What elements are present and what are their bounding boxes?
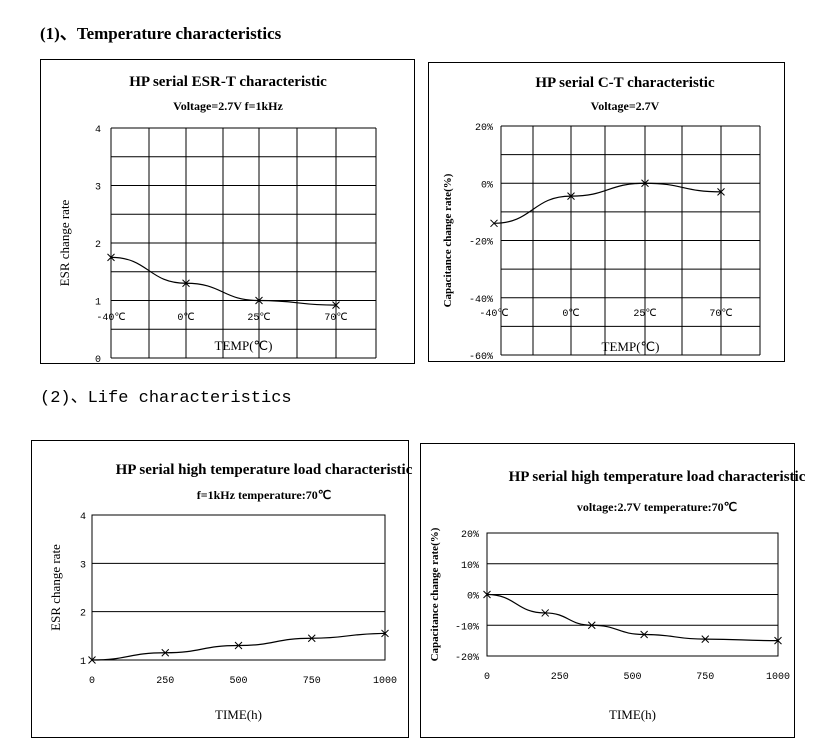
chart-subtitle: Voltage=2.7V: [591, 99, 660, 113]
x-tick-label: 500: [623, 672, 641, 683]
data-point-marker: [255, 296, 263, 305]
x-tick-label: 0: [484, 672, 490, 683]
y-tick-label: 4: [95, 125, 101, 136]
data-point-marker: [774, 636, 782, 645]
section-heading-temperature: (1)、Temperature characteristics: [40, 24, 282, 43]
y-tick-label: -40%: [469, 295, 493, 306]
chart-subtitle: f=1kHz temperature:70℃: [197, 488, 331, 502]
x-tick-label: 70℃: [709, 309, 732, 320]
data-point-marker: [490, 219, 498, 228]
x-axis-label: TEMP(℃): [215, 338, 273, 353]
y-tick-label: 2: [80, 609, 86, 620]
data-point-marker: [701, 635, 710, 643]
x-tick-label: 1000: [766, 672, 790, 683]
y-tick-label: 4: [80, 512, 86, 523]
data-point-marker: [307, 634, 316, 643]
x-axis-label: TIME(h): [609, 707, 656, 722]
data-point-marker: [107, 253, 115, 262]
x-tick-label: 1000: [373, 676, 397, 687]
x-tick-label: 25℃: [247, 313, 270, 324]
data-point-marker: [332, 301, 340, 309]
x-tick-label: 500: [229, 676, 247, 687]
chart-c-t: HP serial C-T characteristic Voltage=2.7V…: [442, 75, 761, 363]
grid: [110, 127, 377, 359]
y-tick-label: 0%: [467, 592, 479, 603]
x-tick-label: 70℃: [324, 313, 347, 324]
y-tick-label: 3: [95, 183, 101, 194]
data-point-marker: [717, 187, 725, 196]
chart-esr-life: HP serial high temperature load characte…: [48, 462, 413, 722]
x-tick-label: 0: [89, 676, 95, 687]
series-line: [91, 632, 386, 661]
chart-panel-esr-t: HP serial ESR-T characteristic Voltage=2.…: [40, 59, 415, 366]
x-axis-label: TEMP(℃): [602, 339, 660, 354]
chart-subtitle: Voltage=2.7V f=1kHz: [173, 99, 283, 113]
plot-frame: [91, 514, 386, 661]
y-axis-label: ESR change rate: [57, 199, 72, 286]
y-axis-label: Capacitance change rate(%): [429, 527, 441, 661]
chart-title: HP serial high temperature load characte…: [116, 462, 413, 478]
series-line: [110, 256, 337, 306]
y-axis-label: Capacitance change rate(%): [442, 173, 454, 307]
x-tick-label: 250: [156, 676, 174, 687]
y-tick-label: 0%: [481, 180, 493, 191]
y-tick-label: 1: [95, 298, 101, 309]
y-tick-label: 3: [80, 560, 86, 571]
chart-panel-c-t: HP serial C-T characteristic Voltage=2.7V…: [428, 62, 785, 363]
chart-c-life: HP serial high temperature load characte…: [429, 469, 806, 722]
x-tick-label: 750: [303, 676, 321, 687]
x-axis-label: TIME(h): [215, 707, 262, 722]
series-line: [493, 182, 722, 224]
x-tick-label: -40℃: [96, 313, 125, 324]
y-tick-label: 0: [95, 355, 101, 366]
data-point-marker: [234, 641, 243, 650]
chart-esr-t: HP serial ESR-T characteristic Voltage=2.…: [57, 74, 377, 366]
y-tick-label: -20%: [455, 653, 479, 664]
chart-title: HP serial C-T characteristic: [535, 75, 715, 91]
y-tick-label: -10%: [455, 622, 479, 633]
grid: [486, 532, 779, 657]
x-tick-label: 0℃: [562, 309, 579, 320]
y-tick-label: 2: [95, 240, 101, 251]
chart-subtitle: voltage:2.7V temperature:70℃: [577, 500, 737, 514]
data-point-marker: [640, 630, 648, 639]
data-point-marker: [88, 656, 96, 664]
x-tick-label: 750: [696, 672, 714, 683]
x-tick-label: 250: [551, 672, 569, 683]
data-point-marker: [587, 621, 596, 630]
series-line: [486, 593, 779, 642]
data-point-marker: [483, 590, 491, 599]
chart-title: HP serial ESR-T characteristic: [129, 74, 327, 90]
y-tick-label: -20%: [469, 238, 493, 249]
grid: [500, 125, 761, 356]
y-tick-label: 20%: [475, 123, 493, 134]
data-point-marker: [182, 279, 190, 288]
x-tick-label: -40℃: [479, 309, 508, 320]
y-tick-label: 10%: [461, 561, 479, 572]
data-point-marker: [381, 629, 389, 638]
x-tick-label: 0℃: [177, 313, 194, 324]
grid: [91, 514, 386, 661]
data-point-marker: [567, 192, 575, 200]
section-heading-life: (2)、Life characteristics: [40, 389, 292, 408]
y-tick-label: 1: [80, 657, 86, 668]
data-point-marker: [541, 609, 550, 617]
x-tick-label: 25℃: [633, 309, 656, 320]
y-tick-label: 20%: [461, 530, 479, 541]
chart-title: HP serial high temperature load characte…: [509, 469, 806, 485]
chart-panel-esr-life: HP serial high temperature load characte…: [31, 440, 413, 738]
data-point-marker: [161, 648, 170, 657]
y-tick-label: -60%: [469, 352, 493, 363]
y-axis-label: ESR change rate: [48, 544, 63, 631]
data-point-marker: [641, 179, 649, 188]
chart-panel-c-life: HP serial high temperature load characte…: [420, 443, 806, 738]
